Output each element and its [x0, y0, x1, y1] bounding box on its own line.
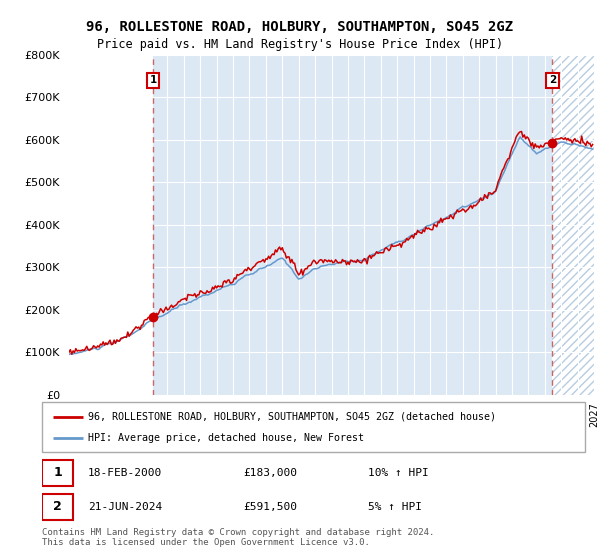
Text: £591,500: £591,500: [243, 502, 297, 512]
Text: 18-FEB-2000: 18-FEB-2000: [88, 468, 163, 478]
Text: HPI: Average price, detached house, New Forest: HPI: Average price, detached house, New …: [88, 433, 364, 443]
Text: 1: 1: [53, 466, 62, 479]
FancyBboxPatch shape: [42, 402, 585, 452]
Text: 2: 2: [549, 76, 556, 85]
Text: 10% ↑ HPI: 10% ↑ HPI: [368, 468, 428, 478]
Text: 96, ROLLESTONE ROAD, HOLBURY, SOUTHAMPTON, SO45 2GZ: 96, ROLLESTONE ROAD, HOLBURY, SOUTHAMPTO…: [86, 20, 514, 34]
Bar: [553, 55, 594, 395]
FancyBboxPatch shape: [42, 460, 73, 486]
Text: 1: 1: [149, 76, 157, 85]
Text: 21-JUN-2024: 21-JUN-2024: [88, 502, 163, 512]
Bar: [153, 55, 553, 395]
Text: 96, ROLLESTONE ROAD, HOLBURY, SOUTHAMPTON, SO45 2GZ (detached house): 96, ROLLESTONE ROAD, HOLBURY, SOUTHAMPTO…: [88, 412, 496, 422]
Text: Price paid vs. HM Land Registry's House Price Index (HPI): Price paid vs. HM Land Registry's House …: [97, 38, 503, 50]
Text: £183,000: £183,000: [243, 468, 297, 478]
Text: Contains HM Land Registry data © Crown copyright and database right 2024.
This d: Contains HM Land Registry data © Crown c…: [42, 528, 434, 547]
Text: 5% ↑ HPI: 5% ↑ HPI: [368, 502, 422, 512]
Text: 2: 2: [53, 501, 62, 514]
FancyBboxPatch shape: [42, 494, 73, 520]
